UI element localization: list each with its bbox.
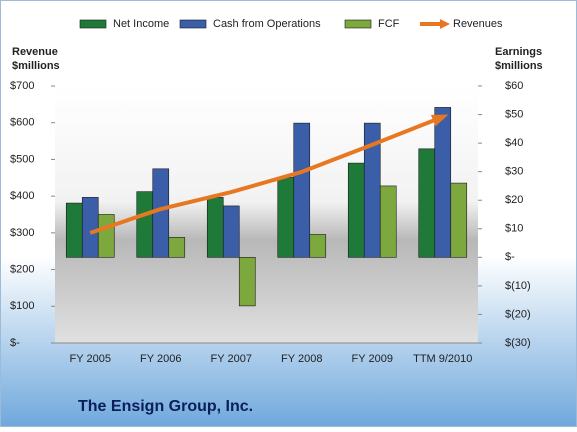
bar — [152, 168, 170, 258]
y2-tick-label: $60 — [505, 80, 523, 92]
bar — [379, 185, 397, 258]
x-tick-label: FY 2007 — [211, 353, 252, 365]
x-tick-label: FY 2006 — [140, 353, 181, 365]
line — [89, 114, 444, 235]
legend-label: Net Income — [113, 18, 169, 30]
y2-tick-label: $30 — [505, 166, 523, 178]
chart-title: The Ensign Group, Inc. — [78, 398, 253, 415]
y2-tick-label: $40 — [505, 137, 523, 149]
y-axis-label: Revenue — [12, 46, 58, 58]
x-tick-label: TTM 9/2010 — [413, 353, 472, 365]
legend-label: Revenues — [453, 18, 503, 30]
y-tick-label: $200 — [10, 263, 34, 275]
bar — [136, 191, 154, 258]
line-arrow — [430, 114, 449, 127]
y-tick-label: $400 — [10, 190, 34, 202]
y2-tick-label: $- — [505, 251, 515, 263]
bar — [238, 257, 256, 307]
legend-label: FCF — [378, 18, 400, 30]
bar — [309, 234, 327, 258]
x-tick-label: FY 2008 — [281, 353, 322, 365]
bar — [418, 148, 436, 258]
bar — [81, 197, 99, 258]
y-tick-label: $600 — [10, 117, 34, 129]
y2-tick-label: $(30) — [505, 337, 531, 349]
bar — [222, 205, 240, 258]
x-tick-label: FY 2009 — [352, 353, 393, 365]
legend-label: Cash from Operations — [213, 18, 321, 30]
y2-axis-label: $millions — [495, 60, 543, 72]
plot-area — [55, 86, 478, 343]
bar — [450, 182, 468, 258]
bar — [97, 214, 115, 258]
y2-tick-label: $(10) — [505, 280, 531, 292]
y2-tick-label: $50 — [505, 108, 523, 120]
legend-swatch — [79, 19, 107, 29]
bar — [206, 197, 224, 258]
bar — [65, 202, 83, 258]
legend-swatch — [179, 19, 207, 29]
y2-tick-label: $20 — [505, 194, 523, 206]
bar — [434, 107, 452, 258]
y2-tick-label: $(20) — [505, 308, 531, 320]
y-tick-label: $300 — [10, 227, 34, 239]
legend-swatch — [344, 19, 372, 29]
y-tick-label: $- — [10, 337, 20, 349]
x-tick-label: FY 2005 — [70, 353, 111, 365]
y-tick-label: $700 — [10, 80, 34, 92]
bar — [347, 162, 365, 258]
y-axis-label: $millions — [12, 60, 60, 72]
bar — [293, 122, 311, 258]
legend-swatch — [440, 19, 450, 29]
y2-axis-label: Earnings — [495, 46, 542, 58]
y-tick-label: $100 — [10, 300, 34, 312]
y-tick-label: $500 — [10, 153, 34, 165]
y2-tick-label: $10 — [505, 223, 523, 235]
bar — [168, 237, 186, 258]
bar — [277, 177, 295, 258]
